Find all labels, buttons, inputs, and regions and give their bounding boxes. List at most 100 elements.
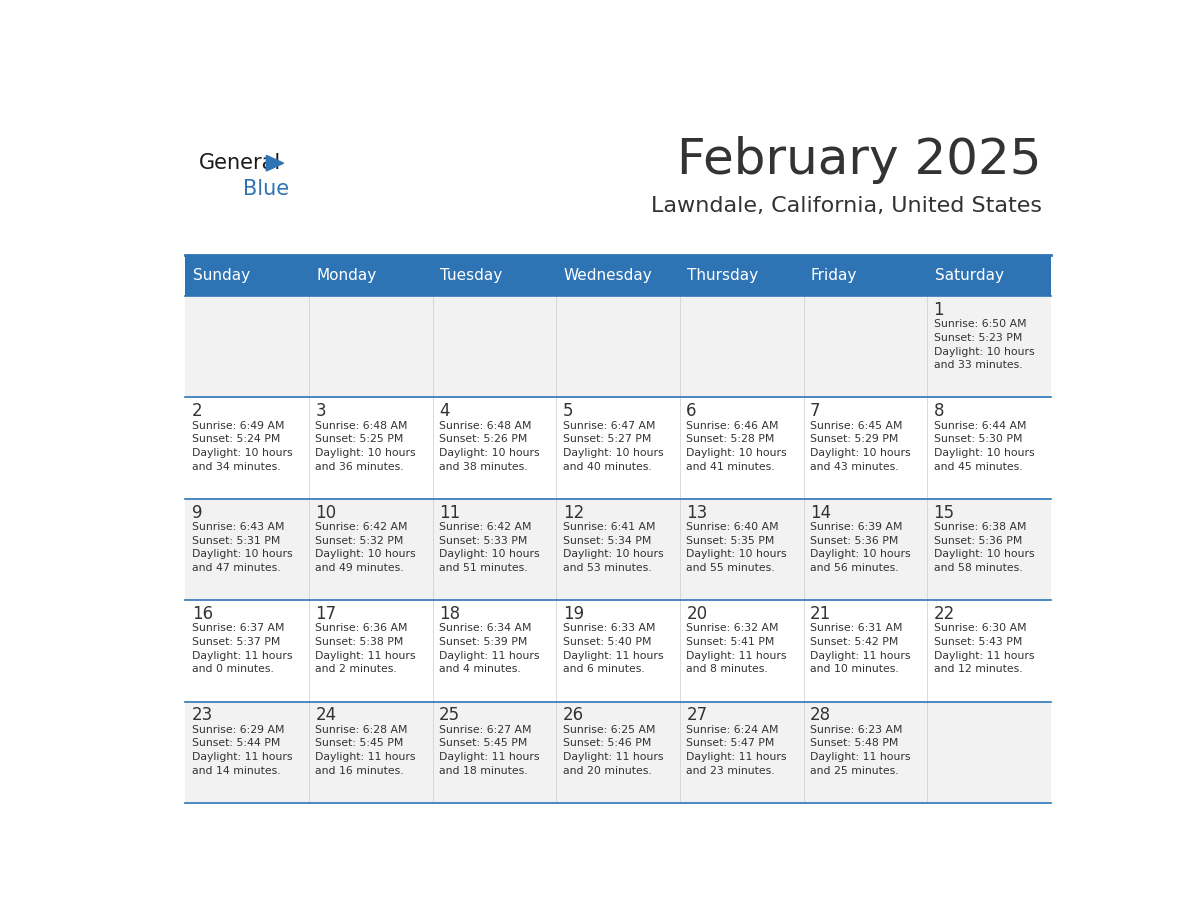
Bar [432, 600, 556, 701]
Text: Wednesday: Wednesday [563, 268, 652, 283]
Bar [927, 600, 1051, 701]
Text: Sunday: Sunday [192, 268, 249, 283]
Bar [680, 297, 803, 397]
Text: Sunrise: 6:33 AM
Sunset: 5:40 PM
Daylight: 11 hours
and 6 minutes.: Sunrise: 6:33 AM Sunset: 5:40 PM Dayligh… [563, 623, 663, 675]
Text: 13: 13 [687, 504, 708, 521]
Text: 16: 16 [191, 605, 213, 623]
Bar [185, 397, 309, 498]
Text: Monday: Monday [316, 268, 377, 283]
Text: Sunrise: 6:29 AM
Sunset: 5:44 PM
Daylight: 11 hours
and 14 minutes.: Sunrise: 6:29 AM Sunset: 5:44 PM Dayligh… [191, 725, 292, 776]
Text: Sunrise: 6:25 AM
Sunset: 5:46 PM
Daylight: 11 hours
and 20 minutes.: Sunrise: 6:25 AM Sunset: 5:46 PM Dayligh… [563, 725, 663, 776]
Text: 19: 19 [563, 605, 583, 623]
Bar [803, 701, 927, 803]
Text: General: General [200, 153, 282, 174]
Bar [556, 255, 680, 297]
Text: Sunrise: 6:23 AM
Sunset: 5:48 PM
Daylight: 11 hours
and 25 minutes.: Sunrise: 6:23 AM Sunset: 5:48 PM Dayligh… [810, 725, 910, 776]
Bar [803, 397, 927, 498]
Bar [927, 297, 1051, 397]
Bar [432, 297, 556, 397]
Text: Sunrise: 6:48 AM
Sunset: 5:25 PM
Daylight: 10 hours
and 36 minutes.: Sunrise: 6:48 AM Sunset: 5:25 PM Dayligh… [315, 420, 416, 472]
Bar [185, 600, 309, 701]
Text: 8: 8 [934, 402, 944, 420]
Text: Sunrise: 6:34 AM
Sunset: 5:39 PM
Daylight: 11 hours
and 4 minutes.: Sunrise: 6:34 AM Sunset: 5:39 PM Dayligh… [440, 623, 539, 675]
Text: Sunrise: 6:37 AM
Sunset: 5:37 PM
Daylight: 11 hours
and 0 minutes.: Sunrise: 6:37 AM Sunset: 5:37 PM Dayligh… [191, 623, 292, 675]
Text: 12: 12 [563, 504, 584, 521]
Text: Sunrise: 6:28 AM
Sunset: 5:45 PM
Daylight: 11 hours
and 16 minutes.: Sunrise: 6:28 AM Sunset: 5:45 PM Dayligh… [315, 725, 416, 776]
Text: 23: 23 [191, 707, 213, 724]
Text: Sunrise: 6:31 AM
Sunset: 5:42 PM
Daylight: 11 hours
and 10 minutes.: Sunrise: 6:31 AM Sunset: 5:42 PM Dayligh… [810, 623, 910, 675]
Text: Saturday: Saturday [935, 268, 1004, 283]
Bar [185, 701, 309, 803]
Text: 3: 3 [315, 402, 326, 420]
Bar [927, 255, 1051, 297]
Bar [309, 297, 432, 397]
Text: Sunrise: 6:50 AM
Sunset: 5:23 PM
Daylight: 10 hours
and 33 minutes.: Sunrise: 6:50 AM Sunset: 5:23 PM Dayligh… [934, 319, 1035, 370]
Text: Sunrise: 6:43 AM
Sunset: 5:31 PM
Daylight: 10 hours
and 47 minutes.: Sunrise: 6:43 AM Sunset: 5:31 PM Dayligh… [191, 522, 292, 573]
Text: 18: 18 [440, 605, 460, 623]
Text: Sunrise: 6:42 AM
Sunset: 5:33 PM
Daylight: 10 hours
and 51 minutes.: Sunrise: 6:42 AM Sunset: 5:33 PM Dayligh… [440, 522, 539, 573]
Text: 7: 7 [810, 402, 821, 420]
Text: Sunrise: 6:32 AM
Sunset: 5:41 PM
Daylight: 11 hours
and 8 minutes.: Sunrise: 6:32 AM Sunset: 5:41 PM Dayligh… [687, 623, 786, 675]
Text: Sunrise: 6:49 AM
Sunset: 5:24 PM
Daylight: 10 hours
and 34 minutes.: Sunrise: 6:49 AM Sunset: 5:24 PM Dayligh… [191, 420, 292, 472]
Bar [556, 701, 680, 803]
Bar [556, 297, 680, 397]
Bar [803, 255, 927, 297]
Text: 17: 17 [315, 605, 336, 623]
Bar [680, 397, 803, 498]
Text: Sunrise: 6:48 AM
Sunset: 5:26 PM
Daylight: 10 hours
and 38 minutes.: Sunrise: 6:48 AM Sunset: 5:26 PM Dayligh… [440, 420, 539, 472]
Text: 15: 15 [934, 504, 955, 521]
Text: 10: 10 [315, 504, 336, 521]
Text: 4: 4 [440, 402, 449, 420]
Text: 9: 9 [191, 504, 202, 521]
Text: 22: 22 [934, 605, 955, 623]
Bar [185, 255, 309, 297]
Text: Blue: Blue [244, 179, 290, 199]
Text: 20: 20 [687, 605, 707, 623]
Text: 28: 28 [810, 707, 832, 724]
Bar [432, 397, 556, 498]
Polygon shape [266, 155, 284, 171]
Text: February 2025: February 2025 [677, 136, 1042, 184]
Bar [927, 498, 1051, 600]
Bar [556, 397, 680, 498]
Text: 27: 27 [687, 707, 707, 724]
Text: Sunrise: 6:40 AM
Sunset: 5:35 PM
Daylight: 10 hours
and 55 minutes.: Sunrise: 6:40 AM Sunset: 5:35 PM Dayligh… [687, 522, 786, 573]
Text: Sunrise: 6:38 AM
Sunset: 5:36 PM
Daylight: 10 hours
and 58 minutes.: Sunrise: 6:38 AM Sunset: 5:36 PM Dayligh… [934, 522, 1035, 573]
Bar [556, 600, 680, 701]
Text: 14: 14 [810, 504, 832, 521]
Text: 5: 5 [563, 402, 573, 420]
Text: Sunrise: 6:41 AM
Sunset: 5:34 PM
Daylight: 10 hours
and 53 minutes.: Sunrise: 6:41 AM Sunset: 5:34 PM Dayligh… [563, 522, 663, 573]
Bar [680, 701, 803, 803]
Text: Sunrise: 6:45 AM
Sunset: 5:29 PM
Daylight: 10 hours
and 43 minutes.: Sunrise: 6:45 AM Sunset: 5:29 PM Dayligh… [810, 420, 910, 472]
Text: 11: 11 [440, 504, 460, 521]
Text: Sunrise: 6:24 AM
Sunset: 5:47 PM
Daylight: 11 hours
and 23 minutes.: Sunrise: 6:24 AM Sunset: 5:47 PM Dayligh… [687, 725, 786, 776]
Text: 25: 25 [440, 707, 460, 724]
Bar [803, 498, 927, 600]
Bar [556, 498, 680, 600]
Bar [680, 498, 803, 600]
Bar [432, 701, 556, 803]
Text: Tuesday: Tuesday [440, 268, 503, 283]
Bar [309, 701, 432, 803]
Bar [432, 498, 556, 600]
Text: Sunrise: 6:44 AM
Sunset: 5:30 PM
Daylight: 10 hours
and 45 minutes.: Sunrise: 6:44 AM Sunset: 5:30 PM Dayligh… [934, 420, 1035, 472]
Text: 2: 2 [191, 402, 202, 420]
Text: Sunrise: 6:39 AM
Sunset: 5:36 PM
Daylight: 10 hours
and 56 minutes.: Sunrise: 6:39 AM Sunset: 5:36 PM Dayligh… [810, 522, 910, 573]
Text: Sunrise: 6:46 AM
Sunset: 5:28 PM
Daylight: 10 hours
and 41 minutes.: Sunrise: 6:46 AM Sunset: 5:28 PM Dayligh… [687, 420, 786, 472]
Bar [309, 498, 432, 600]
Bar [680, 255, 803, 297]
Text: Lawndale, California, United States: Lawndale, California, United States [651, 196, 1042, 216]
Bar [309, 600, 432, 701]
Text: 21: 21 [810, 605, 832, 623]
Text: Sunrise: 6:27 AM
Sunset: 5:45 PM
Daylight: 11 hours
and 18 minutes.: Sunrise: 6:27 AM Sunset: 5:45 PM Dayligh… [440, 725, 539, 776]
Text: 26: 26 [563, 707, 583, 724]
Bar [680, 600, 803, 701]
Text: Sunrise: 6:30 AM
Sunset: 5:43 PM
Daylight: 11 hours
and 12 minutes.: Sunrise: 6:30 AM Sunset: 5:43 PM Dayligh… [934, 623, 1034, 675]
Bar [185, 498, 309, 600]
Bar [927, 397, 1051, 498]
Bar [803, 297, 927, 397]
Text: Thursday: Thursday [687, 268, 758, 283]
Text: 6: 6 [687, 402, 697, 420]
Bar [309, 397, 432, 498]
Bar [185, 297, 309, 397]
